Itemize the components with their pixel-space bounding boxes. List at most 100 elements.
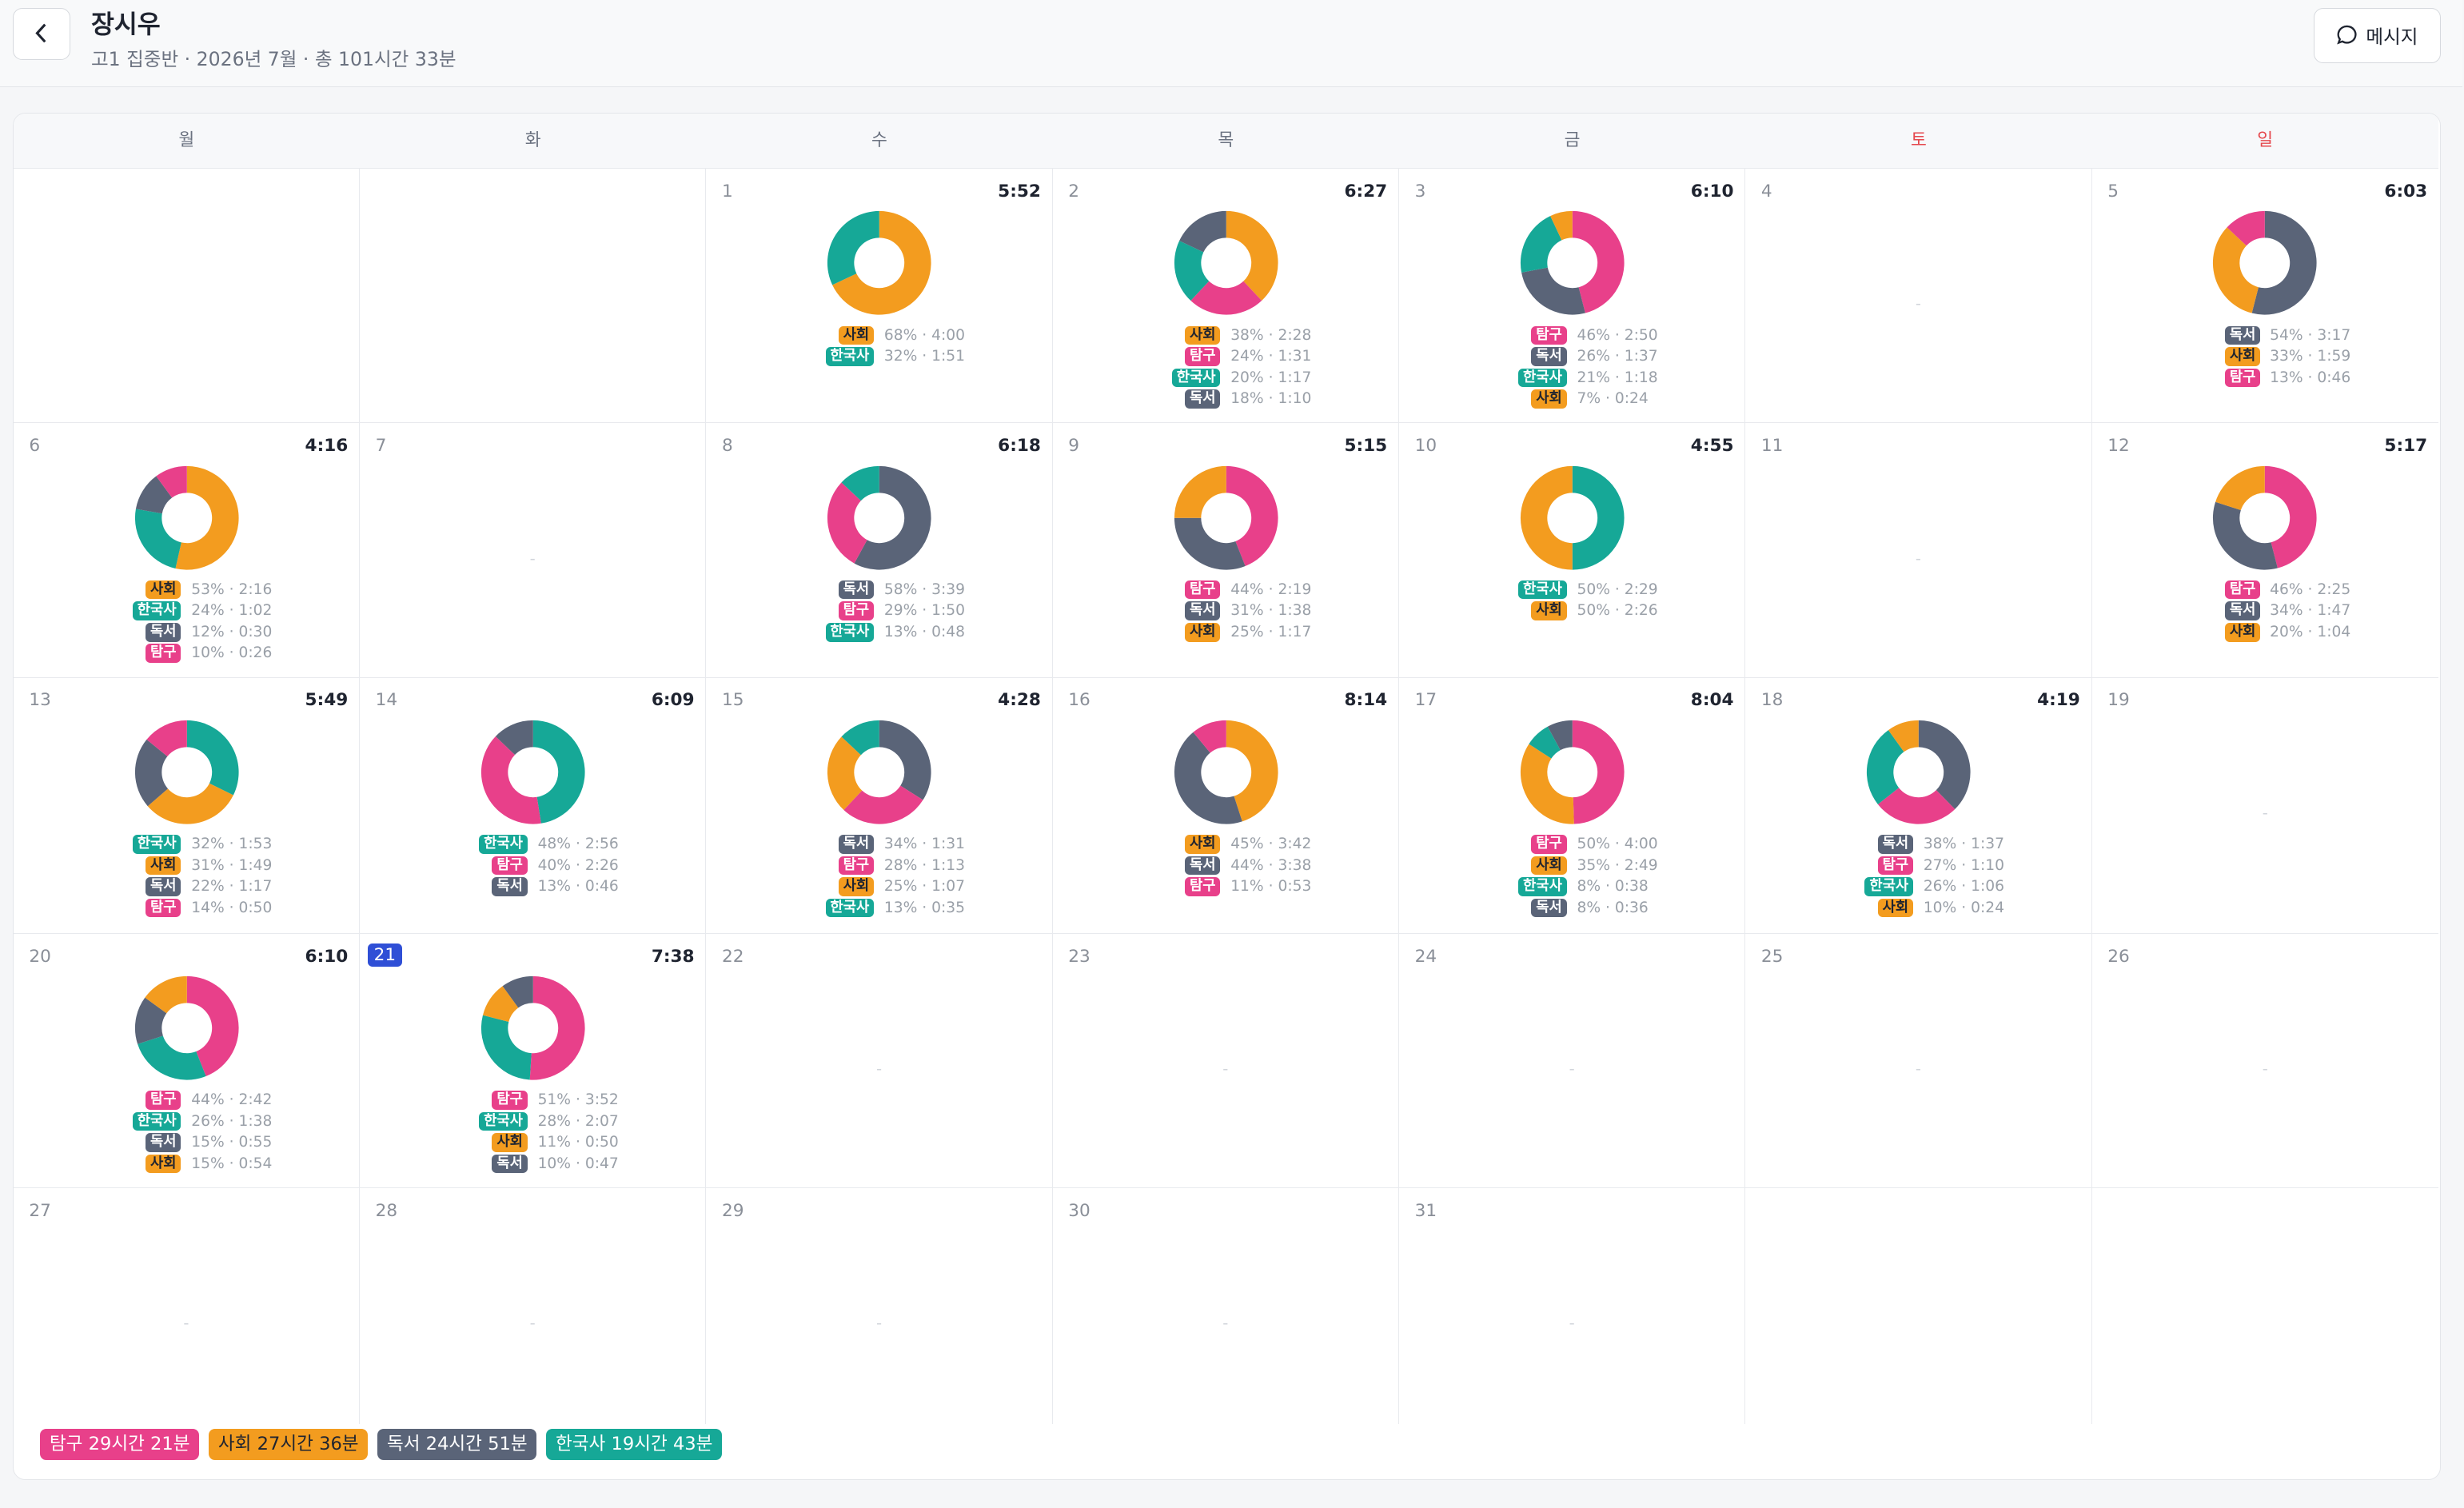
message-button[interactable]: 메시지	[2313, 7, 2441, 63]
donut-segment	[186, 720, 239, 796]
subject-stat: 18% · 1:10	[1230, 390, 1312, 408]
day-number: 7	[375, 436, 387, 457]
day-number: 6	[29, 436, 41, 457]
subject-stat: 24% · 1:02	[191, 602, 273, 620]
donut-segment	[1520, 465, 1573, 570]
donut	[480, 975, 585, 1080]
back-button[interactable]	[12, 7, 71, 60]
subject-chip: 한국사	[132, 835, 181, 854]
subject-stat: 15% · 0:54	[191, 1155, 273, 1172]
subject-chip: 사회	[838, 877, 875, 896]
donut-segment	[134, 509, 181, 568]
subject-chip: 사회	[1185, 835, 1221, 854]
donut-segment	[1520, 216, 1562, 273]
donut	[1520, 211, 1625, 315]
donut-segment	[1549, 211, 1573, 241]
day-total: 4:16	[305, 436, 349, 457]
subject-chip: 탐구	[492, 856, 528, 876]
subject-stat: 32% · 1:51	[883, 348, 966, 365]
day-number: 27	[29, 1200, 51, 1221]
day-number: 15	[721, 690, 744, 711]
subject-stat: 10% · 0:24	[1923, 899, 2004, 916]
subject-stat: 35% · 2:49	[1577, 856, 1658, 874]
donut-segment	[1226, 211, 1278, 301]
subject-stat: 31% · 1:49	[191, 856, 273, 874]
empty-mark: -	[529, 549, 536, 568]
weekday-label: 토	[1745, 114, 2092, 170]
subject-chip: 독서	[1185, 856, 1221, 876]
donut-segment	[1226, 720, 1278, 822]
subject-chip: 독서	[492, 877, 528, 896]
subject-stat: 25% · 1:07	[883, 878, 966, 896]
donut-segment	[2213, 227, 2259, 313]
day-cell: 13 5:49 한국사 32% · 1:53 사회 31% · 1:49 독서 22% · 1…	[13, 677, 361, 934]
subject-stat: 31% · 1:38	[1230, 602, 1312, 620]
day-number: 19	[2107, 690, 2130, 711]
donut	[134, 720, 239, 824]
subject-chip: 독서	[146, 622, 181, 642]
donut-segment	[147, 783, 233, 824]
subject-chip: 사회	[492, 1133, 528, 1152]
day-cell: 4-	[1745, 169, 2092, 424]
legend-chip: 한국사 19시간 43분	[546, 1428, 723, 1460]
weekday-label: 월	[13, 114, 361, 170]
subject-chip: 사회	[1531, 856, 1567, 876]
donut-segment	[1174, 241, 1209, 301]
day-total: 5:15	[1344, 436, 1388, 457]
day-total: 7:38	[651, 946, 695, 967]
subject-chip: 독서	[838, 580, 875, 600]
donut-segment	[1867, 729, 1904, 804]
legend-chip: 사회 27시간 36분	[209, 1428, 369, 1460]
day-total: 6:18	[998, 436, 1041, 457]
day-cell: 22 -	[706, 933, 1053, 1189]
day-number: 20	[29, 946, 51, 967]
empty-mark: -	[1222, 1059, 1229, 1079]
donut	[134, 465, 239, 570]
donut-segment	[134, 739, 168, 807]
day-cell: 3 6:10 탐구 46% · 2:50 독서 26% · 1:37 한국사 21% · 1:…	[1398, 169, 1746, 424]
calendar: 월 화 수 목 금 토 일 1 5:52 사회 68% · 4:00 한국사 32% · 1:51 2 6:…	[12, 113, 2441, 1480]
subject-stat: 24% · 1:31	[1230, 348, 1312, 365]
subject-chip: 탐구	[146, 1091, 181, 1110]
subtitle: 고1 집중반 · 2026년 7월 · 총 101시간 33분	[90, 48, 457, 70]
donut	[2213, 211, 2318, 315]
day-cell: 14 6:09 한국사 48% · 2:56 탐구 40% · 2:26 독서 13% · 0…	[360, 677, 707, 934]
day-number: 29	[721, 1200, 744, 1221]
day-cell: 25 -	[1745, 933, 2092, 1189]
subject-chip: 독서	[838, 835, 875, 854]
donut-segment	[1529, 726, 1561, 759]
subject-chip: 독서	[1185, 601, 1221, 620]
day-total: 5:17	[2384, 436, 2428, 457]
day-number: 4	[1760, 181, 1772, 201]
donut-segment	[137, 1035, 206, 1080]
subject-stat: 54% · 3:17	[2270, 326, 2351, 344]
day-number: 13	[29, 690, 51, 711]
day-cell: 1 5:52 사회 68% · 4:00 한국사 32% · 1:51	[706, 169, 1053, 424]
subject-chip: 탐구	[1877, 856, 1914, 876]
day-number: 23	[1068, 946, 1090, 967]
donut-segment	[1174, 517, 1246, 570]
donut-segment	[1572, 465, 1625, 570]
empty-mark: -	[1569, 1314, 1575, 1333]
donut-segment	[1572, 720, 1625, 824]
day-total: 6:27	[1344, 181, 1388, 201]
subject-chip: 독서	[146, 1133, 181, 1152]
donut-segment	[879, 720, 931, 800]
subject-stat: 45% · 3:42	[1230, 836, 1312, 853]
day-cell: 24 -	[1398, 933, 1746, 1189]
day-total: 4:55	[1690, 436, 1734, 457]
subject-stat: 20% · 1:17	[1230, 369, 1312, 386]
day-total: 6:09	[651, 690, 695, 711]
day-number: 11	[1760, 436, 1784, 457]
subject-stat: 68% · 4:00	[883, 326, 966, 344]
donut	[827, 465, 931, 570]
donut-segment	[1547, 720, 1573, 750]
day-number: 18	[1760, 690, 1784, 711]
weekday-label: 목	[1052, 114, 1399, 170]
donut-segment	[2227, 211, 2266, 246]
donut-segment	[2215, 465, 2266, 510]
donut	[2213, 465, 2318, 570]
subject-stat: 10% · 0:26	[191, 644, 273, 662]
day-number: 10	[1414, 436, 1437, 457]
donut	[827, 211, 931, 315]
